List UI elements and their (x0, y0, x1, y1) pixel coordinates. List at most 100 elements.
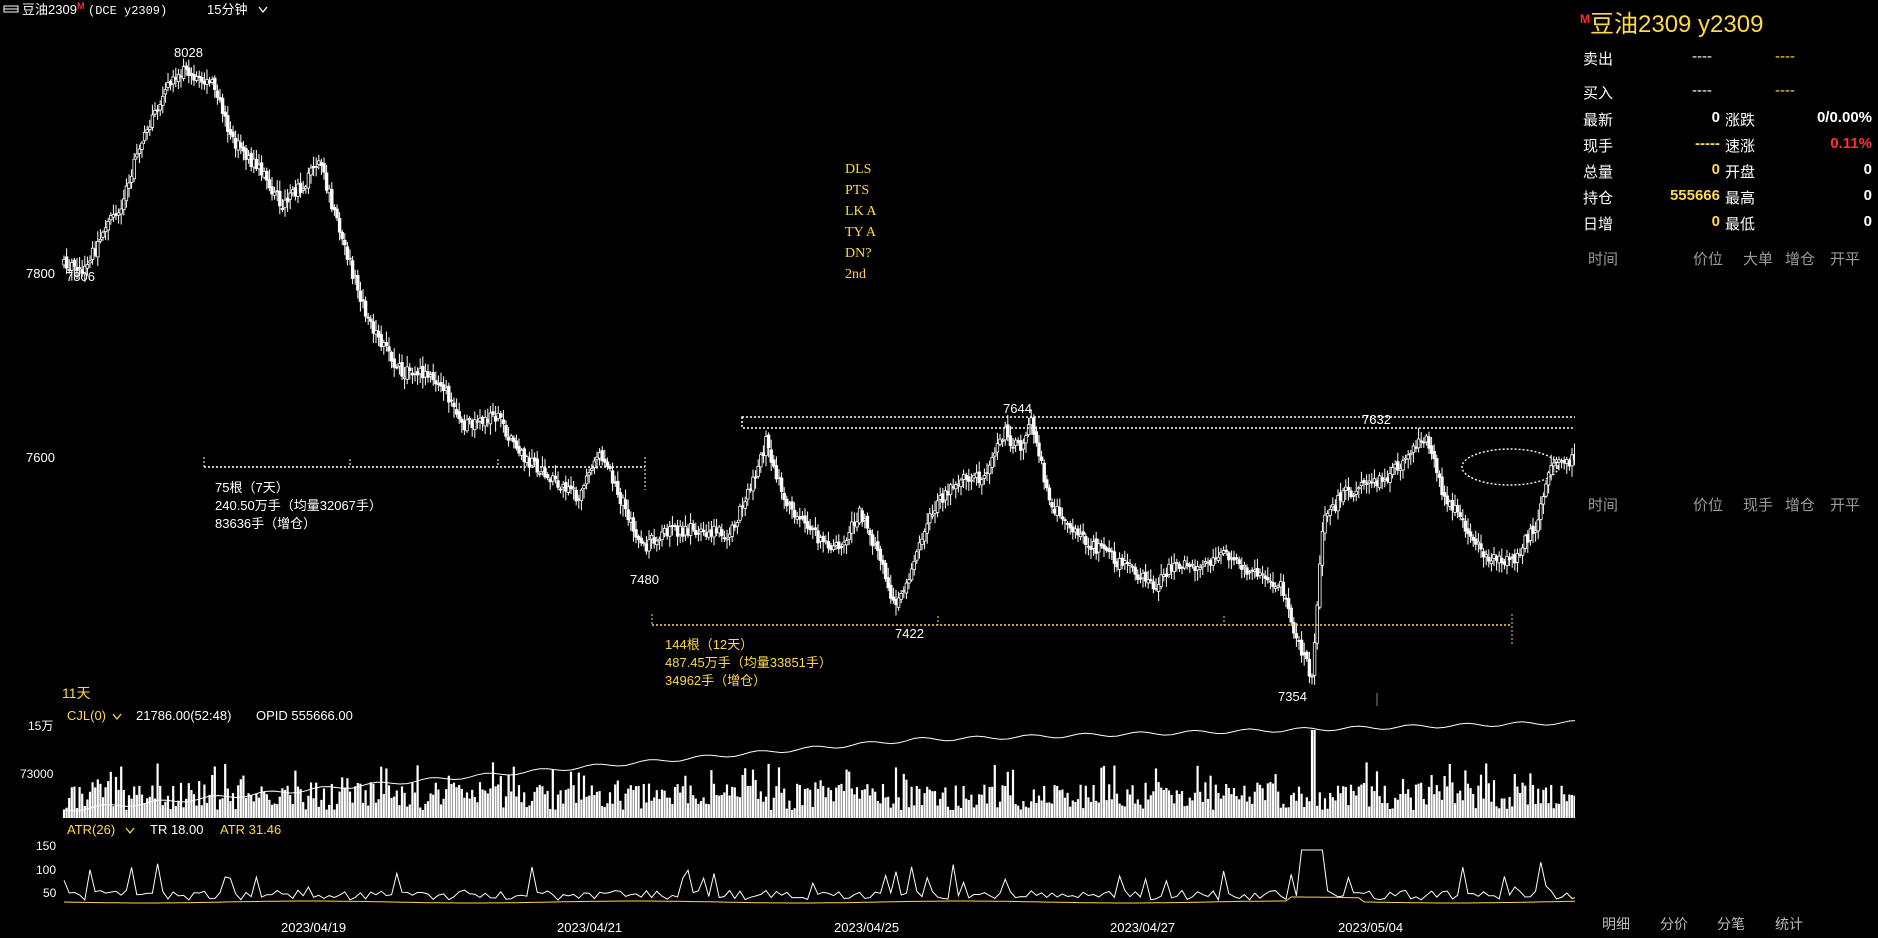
price-label: 7480 (630, 572, 659, 587)
volume-bar (1412, 809, 1415, 818)
range-measure-yellow (651, 614, 1513, 645)
tab-details[interactable]: 明细 (1602, 916, 1630, 932)
volume-bar (983, 784, 986, 818)
period-selector[interactable]: 15分钟 (207, 2, 247, 17)
candle-up (909, 568, 914, 581)
volume-bar (975, 804, 978, 818)
volume-bar (926, 786, 929, 818)
volume-bar (491, 762, 495, 818)
volume-bar (798, 784, 801, 818)
candle-up (1078, 533, 1083, 538)
candle-down (889, 584, 893, 599)
candle-down (720, 529, 724, 537)
tab-price-distribution[interactable]: 分价 (1660, 916, 1688, 932)
candle-down (545, 474, 550, 479)
chevron-down-icon[interactable] (258, 6, 268, 14)
candle-down (499, 413, 503, 418)
volume-bar (1141, 808, 1145, 818)
volume-bar (647, 783, 651, 818)
candle-up (1359, 482, 1364, 486)
volume-bar (1199, 791, 1202, 818)
volume-bar (468, 798, 471, 818)
price-label: 7806 (66, 269, 95, 284)
candle-up (1216, 556, 1221, 561)
candle-up (475, 420, 480, 423)
volume-bar (494, 786, 497, 818)
candle-up (283, 199, 287, 209)
candle-down (434, 380, 438, 385)
volume-bar (1438, 791, 1441, 818)
candle-down (1255, 568, 1260, 577)
candle-up (1357, 487, 1361, 490)
volume-bar (988, 787, 991, 818)
volume-bar (1118, 803, 1121, 818)
volume-bar (1186, 805, 1189, 818)
candle-down (343, 239, 347, 246)
volume-bar (455, 787, 458, 818)
atr-value: ATR 31.46 (220, 822, 281, 837)
candle-up (655, 540, 659, 546)
volume-bar (666, 797, 669, 818)
volume-bar (1056, 785, 1059, 818)
tab-statistics[interactable]: 统计 (1775, 916, 1803, 932)
selection-ellipse (1461, 448, 1559, 486)
volume-bar (1409, 797, 1412, 818)
volume-bar (346, 778, 349, 818)
tab-ticks[interactable]: 分笔 (1717, 916, 1745, 932)
volume-bar (226, 788, 229, 818)
chevron-down-icon[interactable] (125, 827, 135, 835)
candle-up (467, 418, 472, 420)
volume-bar (1032, 789, 1035, 818)
volume-bar (725, 784, 729, 818)
volume-bar (523, 792, 526, 818)
volume-bar (598, 791, 601, 818)
volume-bar (416, 765, 419, 818)
volume-bar (853, 794, 856, 818)
volume-bar (619, 800, 622, 818)
chevron-down-icon[interactable] (112, 713, 122, 721)
volume-bar (140, 794, 144, 818)
volume-bar (185, 798, 188, 818)
price-chart[interactable]: 豆油2309 M (DCE y2309) 15分钟 7800 7600 8028… (0, 0, 1575, 938)
candle-up (660, 531, 664, 541)
volume-bar (408, 804, 411, 818)
candle-up (987, 464, 992, 475)
candle-down (200, 76, 204, 83)
candle-up (163, 89, 168, 95)
stat-value: ----- (1695, 135, 1720, 152)
volume-bar (1110, 799, 1113, 818)
indicator-label: LK A (845, 204, 877, 219)
volume-bar (874, 791, 877, 818)
atr-indicator-name[interactable]: ATR(26) (67, 822, 115, 837)
volume-bar (317, 806, 320, 818)
stat-label: 最高 (1725, 190, 1756, 207)
volume-bar (356, 782, 359, 818)
stat-value: 0 (1711, 109, 1720, 126)
volume-bar (1308, 801, 1311, 818)
candle-down (569, 485, 573, 490)
volume-bar (1019, 809, 1022, 818)
candle-down (392, 358, 396, 368)
bid-volume: ---- (1775, 82, 1795, 99)
candle-down (868, 529, 872, 536)
volume-bar (1092, 784, 1095, 818)
volume-bar (1464, 770, 1467, 818)
volume-bar (257, 797, 261, 818)
stat-row: 日增 0 最低 0 (1580, 213, 1872, 233)
candle-up (831, 545, 836, 550)
candle-down (155, 109, 160, 112)
candle-up (129, 175, 134, 183)
volume-indicator-name[interactable]: CJL(0) (67, 708, 106, 723)
candle-up (77, 267, 82, 270)
menu-icon[interactable] (3, 5, 19, 13)
candle-down (259, 162, 264, 176)
volume-bar (1102, 765, 1106, 818)
volume-bar (309, 782, 313, 818)
volume-bar (762, 801, 765, 818)
volume-bar (876, 800, 879, 818)
volume-bar (941, 792, 944, 818)
volume-bar (842, 791, 846, 818)
volume-bar (858, 798, 861, 818)
candle-up (912, 560, 916, 570)
candle-down (1263, 575, 1267, 579)
